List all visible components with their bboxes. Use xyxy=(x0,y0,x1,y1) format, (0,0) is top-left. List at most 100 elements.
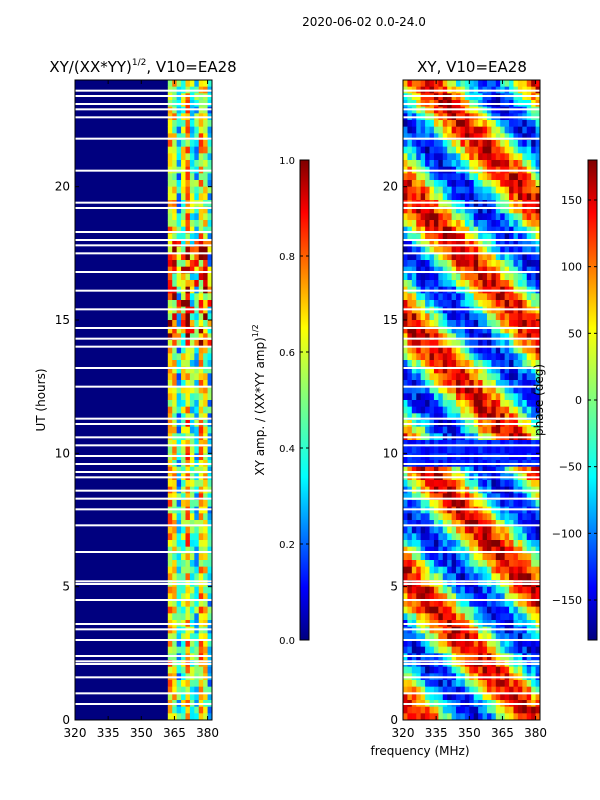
phase-cell xyxy=(456,313,461,321)
phase-cell xyxy=(469,206,475,214)
amp-cell xyxy=(181,646,186,654)
phase-cell xyxy=(469,406,475,414)
phase-cell xyxy=(442,153,448,161)
phase-cell xyxy=(464,213,470,221)
amp-cell xyxy=(185,233,191,241)
phase-cell xyxy=(438,213,444,221)
amp-cell xyxy=(207,546,213,554)
phase-cell xyxy=(442,600,448,608)
phase-cell xyxy=(495,646,501,654)
phase-cell xyxy=(486,566,492,574)
phase-cell xyxy=(491,226,497,234)
phase-cell xyxy=(531,353,536,361)
phase-cell xyxy=(526,366,532,374)
phase-cell xyxy=(420,606,426,614)
amp-cell xyxy=(181,80,186,88)
phase-cell xyxy=(403,293,408,301)
amp-cell xyxy=(172,386,178,394)
phase-cell xyxy=(469,526,475,534)
phase-cell xyxy=(482,426,488,434)
amp-title: XY/(XX*YY)1/2, V10=EA28 xyxy=(49,58,236,76)
phase-cell xyxy=(447,666,453,674)
phase-cell xyxy=(451,606,457,614)
amp-cell xyxy=(189,320,195,328)
amp-cell xyxy=(167,120,173,128)
phase-cell xyxy=(491,706,497,714)
amp-cell xyxy=(176,133,182,141)
phase-cell xyxy=(522,220,528,228)
phase-cell xyxy=(486,513,492,521)
phase-cell xyxy=(495,246,501,254)
phase-cell xyxy=(442,213,448,221)
phase-cell xyxy=(517,640,523,648)
phase-cell xyxy=(495,440,501,448)
amp-cell xyxy=(203,173,208,181)
phase-cell xyxy=(451,146,457,154)
phase-cell xyxy=(495,253,501,261)
phase-cell xyxy=(513,386,519,394)
phase-cell xyxy=(451,360,457,368)
amp-gap-row xyxy=(75,244,212,247)
phase-cell xyxy=(438,513,444,521)
phase-cell xyxy=(411,713,417,721)
phase-cell xyxy=(442,493,448,501)
phase-cell xyxy=(500,693,506,701)
phase-cell xyxy=(482,146,488,154)
phase-cell xyxy=(531,500,536,508)
phase-cell xyxy=(447,240,453,248)
amp-cell xyxy=(181,393,186,401)
phase-cell xyxy=(416,326,422,334)
phase-cell xyxy=(469,446,475,454)
amp-cell xyxy=(203,693,208,701)
phase-cell xyxy=(411,380,417,388)
phase-cell xyxy=(403,353,408,361)
phase-cell xyxy=(491,546,497,554)
amp-cell xyxy=(167,280,173,288)
phase-cell xyxy=(416,333,422,341)
phase-cell xyxy=(486,273,492,281)
phase-cell xyxy=(433,553,439,561)
amp-cell xyxy=(207,266,213,274)
amp-heatmap xyxy=(75,80,213,721)
amp-cell xyxy=(167,173,173,181)
phase-cell xyxy=(504,573,510,581)
amp-cell xyxy=(172,353,178,361)
phase-cell xyxy=(460,326,466,334)
phase-cell xyxy=(447,553,453,561)
phase-cell xyxy=(460,253,466,261)
phase-cell xyxy=(535,446,541,454)
amp-cell xyxy=(185,413,191,421)
amp-cell xyxy=(181,213,186,221)
amp-cell xyxy=(189,386,195,394)
phase-cell xyxy=(531,553,536,561)
phase-cell xyxy=(442,513,448,521)
phase-cell xyxy=(531,426,536,434)
phase-cell xyxy=(456,560,461,568)
phase-cell xyxy=(513,260,519,268)
amp-cell xyxy=(194,140,200,148)
phase-cell xyxy=(416,266,422,274)
amp-cell xyxy=(185,446,191,454)
phase-cell xyxy=(482,220,488,228)
phase-cell xyxy=(535,693,541,701)
phase-cell xyxy=(522,500,528,508)
phase-cell xyxy=(513,220,519,228)
amp-cell xyxy=(167,400,173,408)
phase-cell xyxy=(522,646,528,654)
phase-cell xyxy=(495,500,501,508)
amp-cell xyxy=(203,393,208,401)
phase-cell xyxy=(451,220,457,228)
phase-cell xyxy=(491,600,497,608)
phase-cell xyxy=(504,513,510,521)
phase-cell xyxy=(403,713,408,721)
phase-cell xyxy=(473,193,479,201)
phase-cell xyxy=(438,226,444,234)
phase-cell xyxy=(407,446,413,454)
phase-cell xyxy=(482,180,488,188)
amp-cell xyxy=(172,333,178,341)
phase-cell xyxy=(469,640,475,648)
phase-cell xyxy=(451,180,457,188)
phase-cell xyxy=(407,686,413,694)
phase-cell xyxy=(513,633,519,641)
phase-cell xyxy=(442,180,448,188)
